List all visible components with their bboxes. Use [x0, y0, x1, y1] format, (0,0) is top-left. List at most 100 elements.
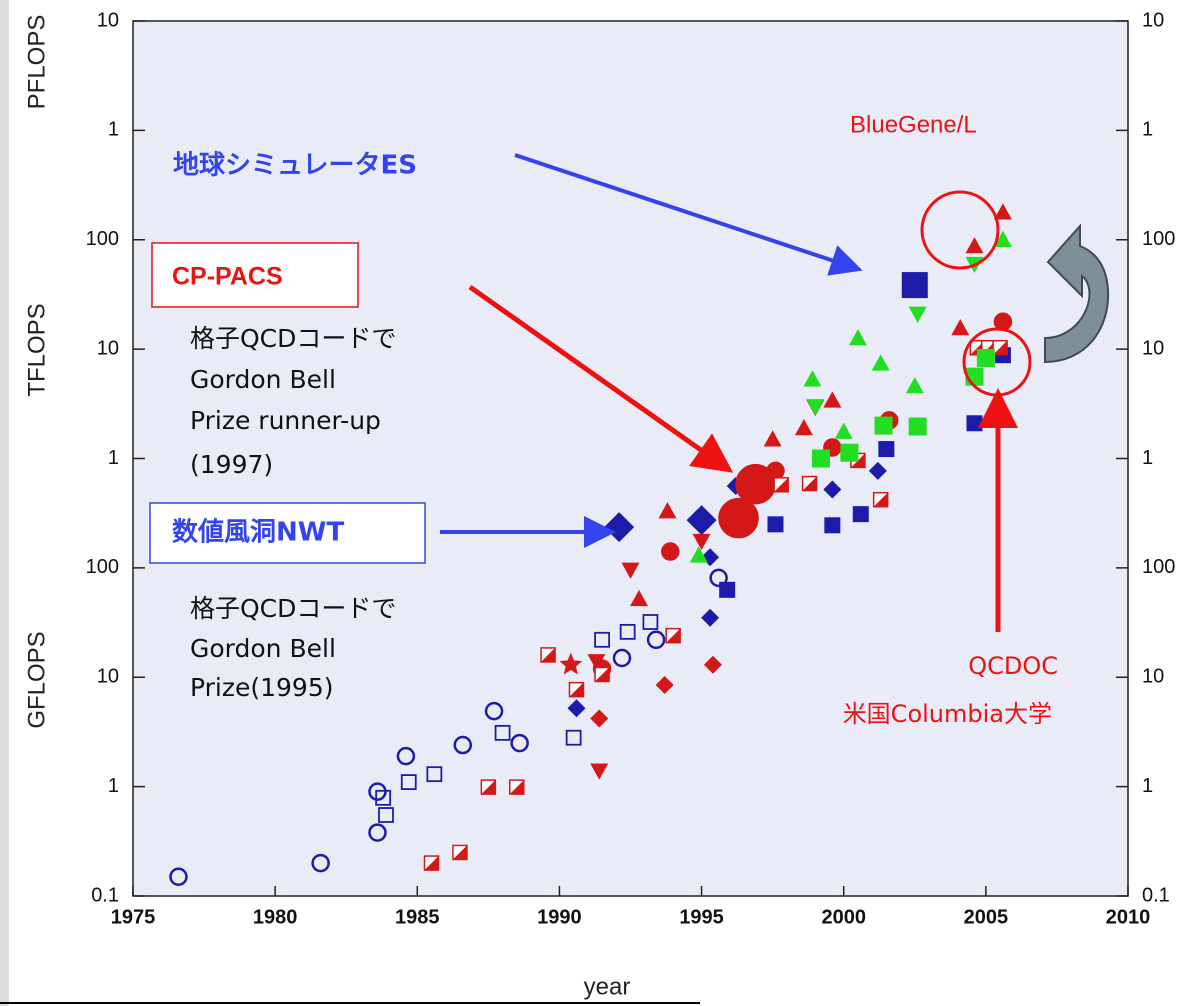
point — [848, 329, 867, 346]
point — [709, 568, 728, 588]
overlay — [149, 153, 1110, 632]
arrow — [468, 284, 734, 473]
point — [718, 497, 759, 539]
arrow — [514, 153, 863, 276]
point — [169, 867, 188, 886]
y2-tick-label: 1 — [1142, 119, 1153, 141]
x-tick-label: 1995 — [679, 906, 724, 928]
y2-tick-label: 10 — [1142, 9, 1164, 31]
point-fill — [993, 340, 1008, 355]
side-strip — [0, 0, 9, 1006]
point — [908, 306, 927, 323]
point — [905, 377, 924, 394]
point — [594, 631, 610, 648]
point-fill — [541, 647, 556, 662]
annotation: 格子QCDコードで — [190, 594, 396, 623]
y-tick-label: 1 — [108, 775, 119, 797]
annotation: QCDOC — [968, 652, 1058, 680]
point — [400, 774, 417, 790]
point — [872, 491, 889, 508]
point — [868, 461, 887, 480]
point-fill — [595, 667, 610, 682]
point — [811, 449, 830, 468]
point — [908, 417, 927, 436]
point — [509, 779, 525, 795]
point — [565, 729, 582, 746]
point — [494, 724, 511, 741]
point — [823, 480, 842, 499]
annotation: Gordon Bell — [190, 365, 336, 394]
plot-area — [132, 20, 1129, 897]
y-tick-label: 0.1 — [91, 884, 119, 906]
point — [951, 319, 970, 336]
point — [619, 623, 636, 640]
point — [568, 681, 585, 698]
point — [871, 354, 890, 371]
point-fill — [481, 780, 496, 795]
annotation: BlueGene/L — [850, 111, 977, 138]
y-tick-label: 10 — [97, 337, 119, 359]
highlight-circle — [962, 327, 1032, 397]
x-axis-label: year — [584, 973, 631, 1000]
point — [686, 505, 717, 536]
point — [701, 608, 720, 627]
point — [559, 652, 583, 675]
x-tick-label: 2000 — [821, 906, 866, 928]
point — [665, 627, 681, 644]
annotation: 地球シミュレータES — [173, 151, 417, 181]
y2-tick-label: 0.1 — [1142, 884, 1170, 906]
y2-tick-label: 1 — [1142, 775, 1153, 797]
point — [976, 348, 995, 367]
point — [540, 647, 556, 663]
highlight-circle — [920, 190, 1000, 270]
annotation: CP-PACS — [172, 263, 283, 291]
point-fill — [452, 845, 467, 860]
point — [773, 477, 789, 493]
point — [587, 654, 606, 671]
x-tick-label: 1990 — [537, 906, 582, 928]
point — [824, 517, 841, 534]
point-fill — [666, 628, 681, 643]
point — [766, 461, 785, 481]
y2-tick-label: 10 — [1142, 337, 1164, 359]
annotation: 数値風洞NWT — [172, 518, 344, 548]
point — [794, 419, 813, 436]
point — [806, 399, 825, 416]
y-tick-label: 10 — [97, 666, 119, 688]
y2-tick-label: 100 — [1142, 228, 1175, 250]
point-fill — [774, 477, 789, 492]
y2-tick-label: 10 — [1142, 666, 1164, 688]
y-unit-label: TFLOPS — [23, 303, 50, 396]
point-fill — [424, 856, 439, 871]
point — [567, 699, 586, 718]
point-fill — [509, 780, 524, 795]
point — [852, 506, 869, 523]
point — [763, 430, 782, 447]
label-box — [149, 502, 426, 564]
y-tick-label: 1 — [108, 119, 119, 141]
point — [767, 516, 784, 533]
point — [874, 416, 893, 435]
point — [993, 312, 1013, 331]
point — [692, 533, 711, 551]
point-fill — [873, 492, 888, 507]
x-tick-label: 2005 — [964, 906, 1009, 928]
point — [590, 709, 609, 728]
y-tick-label: 100 — [86, 556, 119, 578]
point — [630, 589, 649, 607]
annotation: 米国Columbia大学 — [843, 700, 1052, 728]
point — [452, 844, 468, 861]
annotation: Gordon Bell — [190, 634, 336, 663]
point — [480, 779, 497, 795]
point — [368, 823, 387, 842]
curved-arrow — [1044, 223, 1110, 364]
x-tick-label: 1980 — [253, 906, 298, 928]
point — [878, 441, 895, 458]
annotation: Prize(1995) — [190, 673, 334, 702]
point — [689, 546, 708, 563]
point — [453, 735, 473, 755]
x-tick-label: 1985 — [395, 906, 440, 928]
x-tick-label: 1975 — [111, 906, 156, 928]
point — [834, 422, 853, 439]
